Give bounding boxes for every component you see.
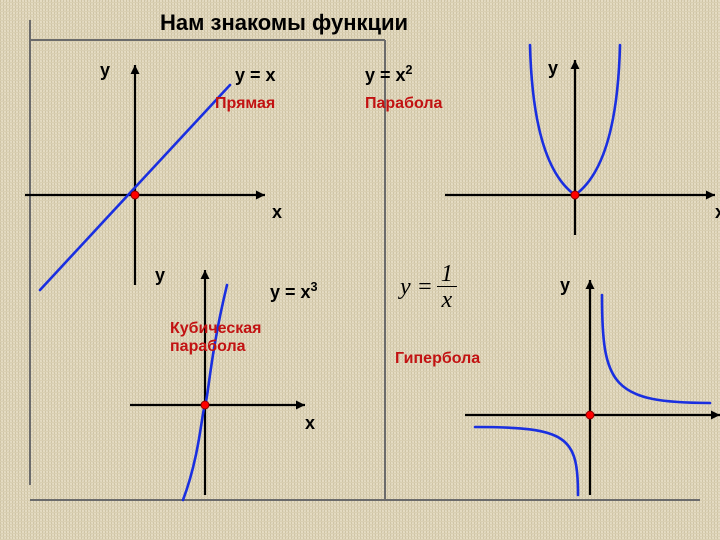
graph-hyperbola <box>590 415 591 416</box>
graph-parabola <box>575 195 576 196</box>
axis-label-x-parabola: x <box>715 202 720 223</box>
formula-parabola: y = x2 <box>365 65 413 86</box>
axis-label-y-cubic: y <box>155 265 165 286</box>
curve-name-parabola: Парабола <box>365 95 442 113</box>
curve-name-hyperbola: Гипербола <box>395 350 480 368</box>
axis-label-x-line: x <box>272 202 282 223</box>
frame-segment <box>30 39 385 41</box>
graph-cubic <box>205 405 206 406</box>
formula-hyperbola: y =1x <box>400 262 457 313</box>
frame-segment <box>30 499 700 501</box>
graph-line <box>135 195 136 196</box>
formula-cubic: y = x3 <box>270 282 318 303</box>
slide-title: Нам знакомы функции <box>160 10 408 36</box>
axis-label-y-hyperbola: y <box>560 275 570 296</box>
formula-line: y = x <box>235 65 276 86</box>
axis-label-x-cubic: x <box>305 413 315 434</box>
curve-name-cubic: Кубическая парабола <box>170 320 262 356</box>
axis-label-y-parabola: y <box>548 58 558 79</box>
frame-segment <box>29 20 31 485</box>
slide-stage: Нам знакомы функции y x y = x Прямая y x y = x2… <box>0 0 720 540</box>
axis-label-y-line: y <box>100 60 110 81</box>
curve-name-line: Прямая <box>215 95 275 113</box>
